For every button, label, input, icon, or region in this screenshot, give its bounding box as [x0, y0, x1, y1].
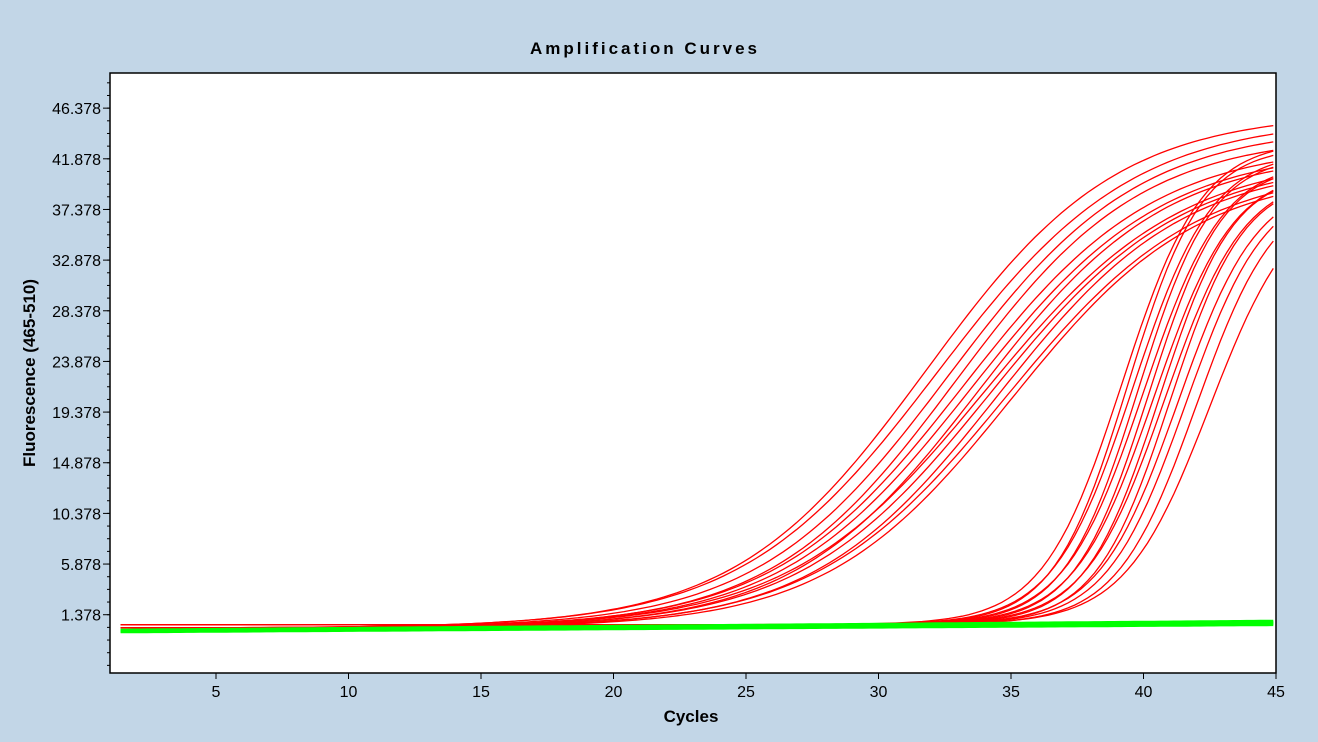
- x-tick-label: 30: [870, 684, 888, 701]
- y-tick-label: 19.378: [52, 405, 101, 422]
- y-tick-label: 41.878: [52, 152, 101, 169]
- chart-title: Amplification Curves: [530, 39, 760, 58]
- x-tick-label: 25: [737, 684, 755, 701]
- x-tick-label: 10: [340, 684, 358, 701]
- x-tick-label: 20: [605, 684, 623, 701]
- y-tick-label: 23.878: [52, 354, 101, 371]
- curves: [120, 124, 1274, 634]
- x-tick-label: 35: [1002, 684, 1020, 701]
- y-tick-label: 46.378: [52, 101, 101, 118]
- negative-curve: [120, 620, 1274, 633]
- y-tick-label: 10.378: [52, 506, 101, 523]
- x-tick-label: 15: [472, 684, 490, 701]
- y-tick-label: 37.378: [52, 202, 101, 219]
- x-tick-label: 40: [1135, 684, 1153, 701]
- y-axis-label: Fluorescence (465-510): [20, 279, 39, 467]
- y-tick-label: 1.378: [61, 608, 101, 625]
- y-tick-label: 14.878: [52, 456, 101, 473]
- y-tick-label: 5.878: [61, 557, 101, 574]
- y-tick-label: 28.378: [52, 304, 101, 321]
- plot-area: [109, 72, 1277, 674]
- axis-ticks: 5 10 15 20 25 30 35 40 45 1.378 5.878 10.378 14.878 1…: [52, 82, 1285, 701]
- y-tick-label: 32.878: [52, 253, 101, 270]
- x-axis-label: Cycles: [664, 707, 719, 726]
- x-tick-label: 5: [212, 684, 221, 701]
- x-tick-label: 45: [1267, 684, 1285, 701]
